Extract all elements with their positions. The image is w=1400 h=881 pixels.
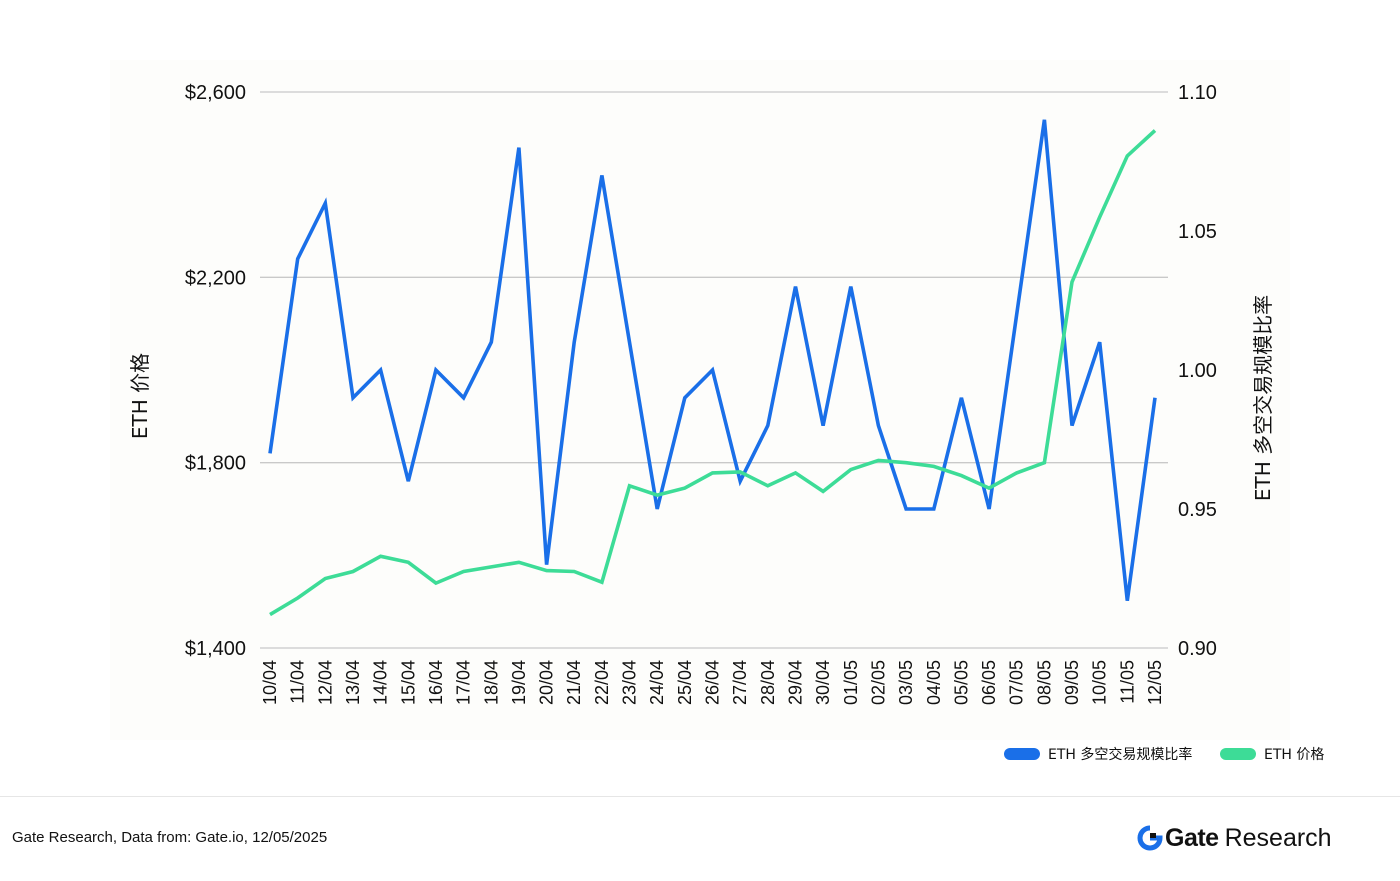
right-axis-ticks: 0.90 0.95 1.00 1.05 1.10 <box>1178 82 1217 660</box>
x-tick-label: 01/05 <box>841 660 861 705</box>
x-tick-label: 11/05 <box>1117 660 1137 704</box>
legend: ETH 多空交易规模比率 ETH 价格 <box>1004 746 1324 763</box>
right-tick-label: 1.05 <box>1178 221 1217 243</box>
x-tick-label: 10/04 <box>260 660 280 705</box>
chart-background <box>110 60 1290 740</box>
left-tick-label: $2,600 <box>185 82 246 104</box>
x-tick-label: 18/04 <box>481 660 501 705</box>
left-tick-label: $1,800 <box>185 453 246 475</box>
x-tick-label: 28/04 <box>758 660 778 705</box>
x-tick-label: 03/05 <box>896 660 916 705</box>
x-tick-label: 13/04 <box>343 660 363 705</box>
x-tick-label: 09/05 <box>1062 660 1082 705</box>
x-tick-label: 04/05 <box>924 660 944 705</box>
left-axis-title: ETH 价格 <box>128 353 152 439</box>
right-axis-title: ETH 多空交易规模比率 <box>1251 295 1275 501</box>
brand-research-text: Research <box>1224 823 1332 852</box>
x-tick-label: 25/04 <box>675 660 695 705</box>
x-tick-label: 24/04 <box>647 660 667 705</box>
gate-logo-icon <box>1137 825 1163 851</box>
x-tick-label: 30/04 <box>813 660 833 705</box>
ratio-series-line <box>268 119 1157 601</box>
x-tick-label: 17/04 <box>454 660 474 705</box>
x-axis-ticks: 10/04 11/04 12/04 13/04 14/04 15/04 16/04 17/04… <box>260 660 1165 705</box>
source-note: Gate Research, Data from: Gate.io, 12/05… <box>12 829 328 846</box>
footer-divider <box>0 796 1400 797</box>
series-layer <box>268 119 1157 617</box>
x-tick-label: 10/05 <box>1090 660 1110 705</box>
left-axis-ticks: $1,400 $1,800 $2,200 $2,600 <box>185 82 246 660</box>
x-tick-label: 07/05 <box>1007 660 1027 705</box>
chart: $1,400 $1,800 $2,200 $2,600 0.90 0.95 1.00 1.0… <box>128 82 1324 763</box>
x-tick-label: 12/05 <box>1145 660 1165 705</box>
right-tick-label: 1.00 <box>1178 360 1217 382</box>
x-tick-label: 06/05 <box>979 660 999 705</box>
x-tick-label: 20/04 <box>537 660 557 705</box>
x-tick-label: 21/04 <box>564 660 584 705</box>
brand-logo: Gate Research <box>1137 822 1332 854</box>
x-tick-label: 11/04 <box>288 660 308 704</box>
x-tick-label: 12/04 <box>315 660 335 705</box>
x-tick-label: 29/04 <box>785 660 805 705</box>
legend-swatch-price <box>1220 748 1256 760</box>
legend-swatch-ratio <box>1004 748 1040 760</box>
x-tick-label: 16/04 <box>426 660 446 705</box>
x-tick-label: 02/05 <box>868 660 888 705</box>
x-tick-label: 22/04 <box>592 660 612 705</box>
right-tick-label: 1.10 <box>1178 82 1217 104</box>
x-tick-label: 19/04 <box>509 660 529 705</box>
x-tick-label: 23/04 <box>620 660 640 705</box>
x-tick-label: 15/04 <box>398 660 418 705</box>
x-tick-label: 08/05 <box>1034 660 1054 705</box>
x-tick-label: 05/05 <box>951 660 971 705</box>
brand-gate-text: Gate <box>1165 823 1219 852</box>
x-tick-label: 27/04 <box>730 660 750 705</box>
legend-label-price: ETH 价格 <box>1264 747 1324 763</box>
x-tick-label: 26/04 <box>703 660 723 705</box>
legend-label-ratio: ETH 多空交易规模比率 <box>1048 746 1192 763</box>
x-tick-label: 14/04 <box>371 660 391 705</box>
left-tick-label: $1,400 <box>185 638 246 660</box>
right-tick-label: 0.95 <box>1178 499 1217 521</box>
left-tick-label: $2,200 <box>185 267 246 289</box>
right-tick-label: 0.90 <box>1178 638 1217 660</box>
